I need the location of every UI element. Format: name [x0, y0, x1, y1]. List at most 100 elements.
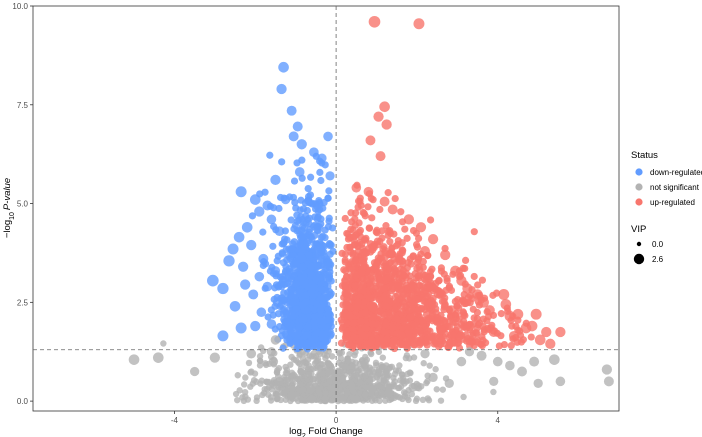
ns-point [362, 372, 369, 379]
down-point [276, 83, 287, 95]
ns-point [444, 378, 454, 388]
up-point [413, 18, 425, 30]
ns-point [257, 344, 265, 351]
down-point [288, 131, 299, 142]
up-point [341, 250, 349, 258]
up-point [418, 316, 426, 325]
up-point [349, 319, 358, 327]
up-point [375, 296, 383, 304]
ns-point [304, 356, 312, 363]
ns-point [309, 376, 317, 383]
down-point [324, 316, 332, 324]
ns-point [268, 356, 279, 367]
up-point [427, 314, 435, 323]
down-point [324, 328, 332, 336]
ns-point [391, 378, 399, 385]
ns-point [329, 386, 337, 393]
down-point [313, 215, 321, 223]
down-point [313, 263, 321, 271]
up-point [361, 212, 369, 220]
down-point [269, 242, 277, 250]
down-point [325, 287, 334, 296]
x-axis: -4 0 4 [171, 411, 501, 425]
down-point [259, 228, 267, 236]
down-point [316, 168, 324, 176]
down-point [304, 184, 312, 193]
ns-point [383, 379, 391, 387]
down-point [266, 151, 274, 159]
up-point [498, 288, 510, 300]
down-point [270, 222, 278, 231]
ns-point [340, 381, 348, 389]
ns-point [283, 366, 291, 374]
up-point [380, 284, 388, 293]
ns-point [357, 366, 364, 373]
ns-point [490, 388, 497, 396]
ns-point [325, 360, 333, 368]
ns-point [408, 390, 416, 398]
up-point [384, 189, 392, 197]
up-point [342, 310, 350, 318]
up-point [351, 256, 359, 264]
legend-size-label: 0.0 [652, 240, 664, 249]
down-point [288, 245, 296, 253]
ns-point [420, 349, 430, 359]
down-point [325, 171, 335, 181]
up-point [484, 305, 495, 316]
ns-point [380, 373, 388, 380]
ns-point [128, 354, 140, 365]
up-point [426, 283, 434, 291]
ns-point [420, 360, 427, 367]
down-point [304, 323, 312, 331]
ns-point [398, 371, 405, 378]
ns-point [333, 374, 341, 382]
up-point [500, 298, 512, 310]
down-point [305, 251, 313, 259]
up-point [388, 250, 396, 258]
down-point [320, 294, 328, 302]
down-point [279, 344, 287, 352]
ns-point [310, 350, 318, 357]
down-point [311, 313, 319, 321]
up-point [416, 327, 424, 335]
down-point [292, 305, 301, 313]
legend-size-title: VIP [631, 224, 646, 235]
up-point [408, 305, 416, 313]
up-point [379, 258, 387, 266]
ns-point [152, 352, 164, 363]
down-point [275, 204, 283, 213]
x-tick-label: 4 [496, 416, 501, 425]
up-point [353, 303, 361, 311]
up-point [440, 249, 451, 261]
up-point [373, 259, 381, 267]
up-point [392, 292, 400, 301]
ns-point [319, 370, 326, 377]
ns-point [405, 396, 412, 404]
ns-point [384, 388, 394, 398]
down-point [235, 186, 247, 198]
down-point [329, 247, 337, 255]
ns-point [262, 361, 270, 369]
up-point [396, 250, 404, 258]
ns-point [406, 355, 413, 362]
ns-point [209, 352, 221, 363]
ns-point [305, 371, 312, 378]
plot-area [32, 5, 620, 412]
up-point [405, 330, 413, 338]
down-point [317, 176, 325, 185]
up-point [351, 215, 359, 223]
up-point [407, 260, 415, 268]
down-point [264, 313, 272, 321]
down-point [292, 121, 303, 132]
ns-point [299, 396, 306, 404]
up-point [427, 233, 439, 245]
y-axis: 0.0 2.5 5.0 7.5 10.0 [12, 2, 33, 406]
legend-size-label: 2.6 [652, 255, 664, 264]
ns-point [297, 381, 304, 388]
up-point [379, 101, 390, 113]
ns-point [234, 396, 241, 404]
down-point [274, 226, 285, 237]
ns-point [356, 378, 364, 386]
ns-point [396, 362, 403, 369]
